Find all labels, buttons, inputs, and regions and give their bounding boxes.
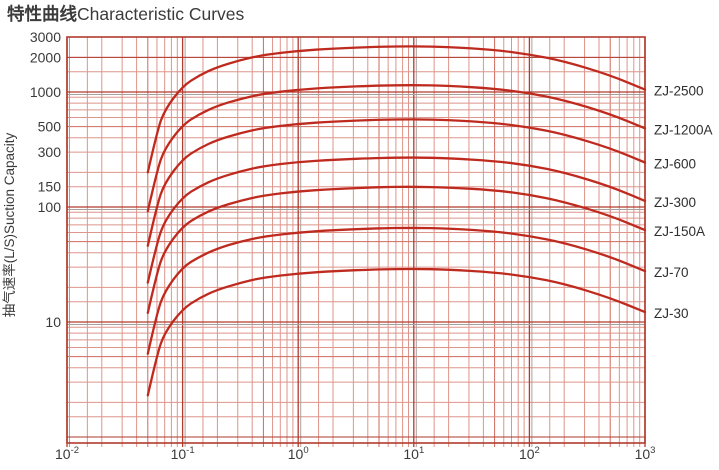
- x-tick-label: 103: [635, 445, 656, 462]
- y-tick-label: 500: [38, 119, 62, 135]
- x-tick-label: 100: [288, 445, 309, 462]
- x-tick-label: 10-1: [171, 445, 195, 462]
- curve-ZJ-30: [146, 267, 647, 397]
- y-tick-label: 3000: [30, 29, 61, 45]
- curve-ZJ-600: [146, 118, 647, 247]
- curve-label-ZJ-2500: ZJ-2500: [654, 84, 704, 99]
- curve-label-ZJ-150A: ZJ-150A: [654, 224, 705, 239]
- curve-label-ZJ-1200A: ZJ-1200A: [654, 122, 713, 137]
- curve-ZJ-300: [146, 156, 647, 284]
- curve-ZJ-150A: [146, 185, 647, 315]
- plot-border: [66, 36, 646, 444]
- y-tick-label: 10: [45, 314, 61, 330]
- y-tick-label: 300: [38, 144, 62, 160]
- curve-label-ZJ-600: ZJ-600: [654, 156, 696, 171]
- x-tick-label: 10-2: [55, 445, 79, 462]
- y-tick-label: 150: [38, 179, 62, 195]
- curve-label-ZJ-30: ZJ-30: [654, 306, 689, 321]
- curve-label-ZJ-300: ZJ-300: [654, 195, 696, 210]
- curve-ZJ-1200A: [146, 84, 647, 213]
- curve-label-ZJ-70: ZJ-70: [654, 265, 689, 280]
- curve-ZJ-70: [146, 226, 647, 355]
- y-tick-label: 100: [38, 199, 62, 215]
- y-tick-label: 2000: [30, 49, 61, 65]
- y-axis-title: 抽气速率(L/S)Suction Capacity: [1, 132, 17, 317]
- x-tick-label: 101: [403, 445, 424, 462]
- chart-title-en: Characteristic Curves: [77, 4, 245, 24]
- chart-title-cjk: 特性曲线: [7, 4, 77, 24]
- chart-title: 特性曲线Characteristic Curves: [7, 3, 244, 25]
- x-tick-label: 102: [519, 445, 540, 462]
- y-tick-label: 1000: [30, 84, 61, 100]
- curve-ZJ-2500: [146, 45, 647, 174]
